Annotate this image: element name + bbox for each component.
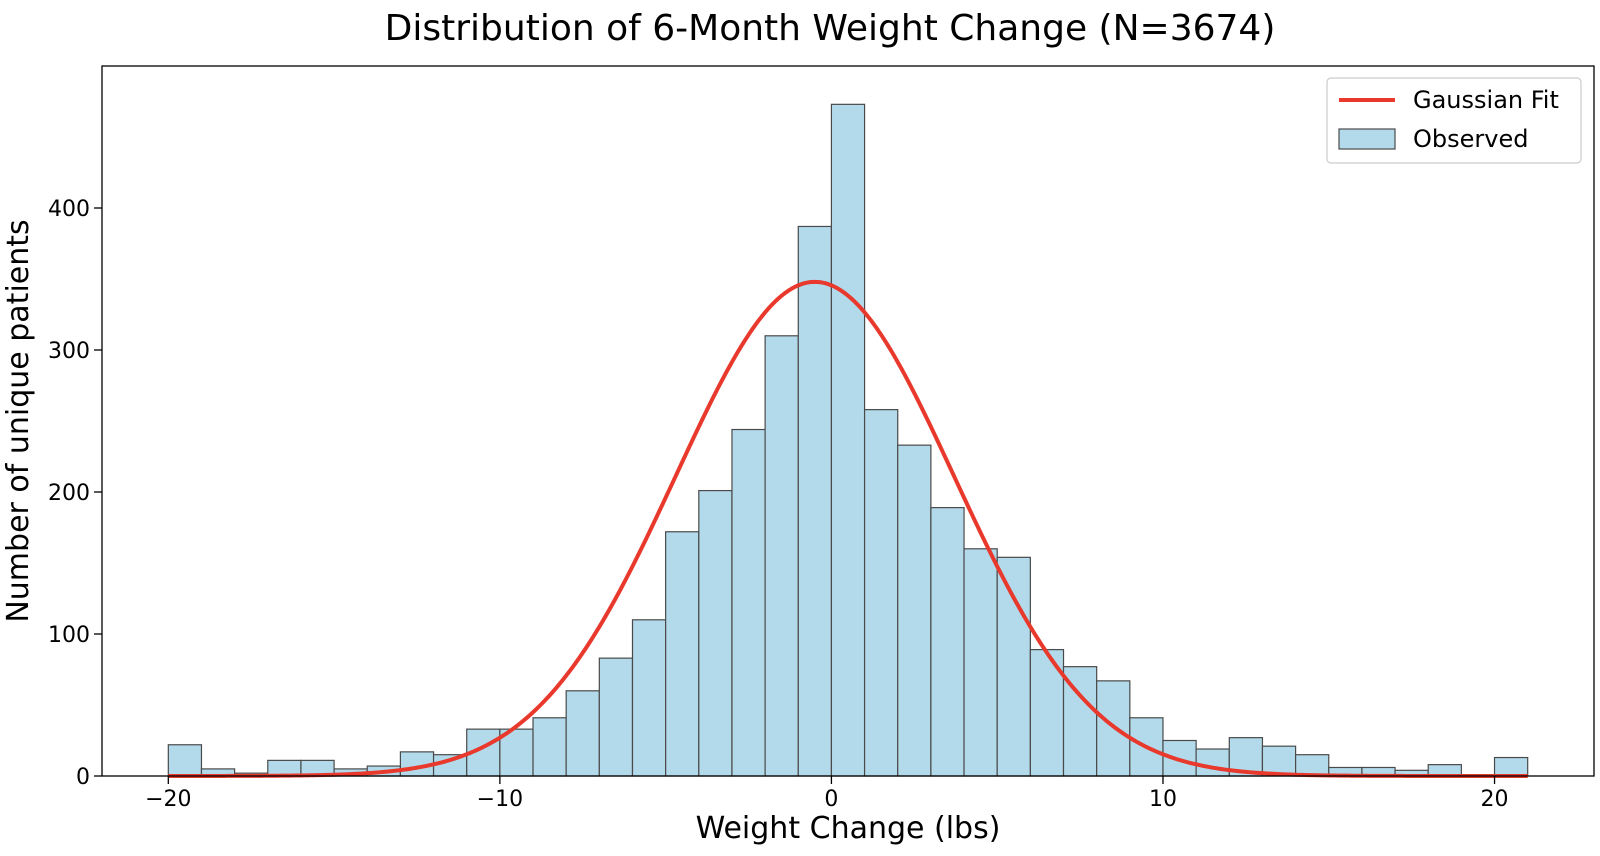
- chart-title: Distribution of 6-Month Weight Change (N…: [385, 8, 1276, 49]
- x-axis: −20 −10 0 10 20: [145, 776, 1509, 812]
- x-tick-label: −10: [477, 787, 523, 812]
- y-tick-label: 100: [48, 623, 90, 648]
- histogram-bar: [764, 335, 799, 777]
- plot-area-frame: [101, 65, 1595, 777]
- histogram-bar: [631, 619, 667, 777]
- y-tick-label: 0: [76, 765, 90, 790]
- histogram-bar: [1195, 748, 1230, 777]
- histogram-bar: [930, 507, 965, 777]
- y-tick-label: 200: [48, 481, 90, 506]
- legend: Gaussian Fit Observed: [1326, 77, 1582, 164]
- histogram-bar: [963, 548, 998, 777]
- x-axis-title: Weight Change (lbs): [696, 811, 1001, 846]
- histogram-bar: [698, 489, 733, 777]
- histogram-bar: [863, 409, 899, 777]
- histogram-bar: [565, 690, 600, 777]
- x-tick-label: 10: [1149, 787, 1177, 812]
- histogram-bar: [797, 225, 833, 777]
- x-tick-label: 20: [1481, 787, 1509, 812]
- histogram-bars: [167, 103, 1529, 777]
- y-tick-label: 300: [48, 339, 90, 364]
- y-axis-title: Number of unique patients: [1, 219, 36, 622]
- histogram-bar: [897, 444, 932, 777]
- y-tick-label: 400: [48, 197, 90, 222]
- histogram-bar: [598, 657, 634, 777]
- legend-observed-label: Observed: [1413, 125, 1528, 153]
- x-tick-label: 0: [824, 787, 838, 812]
- gaussian-fit-line: [168, 279, 1528, 778]
- histogram-bar: [996, 556, 1031, 777]
- histogram-bar: [532, 717, 567, 777]
- legend-observed-swatch: [1338, 128, 1396, 150]
- y-axis: 0 100 200 300 400: [48, 197, 102, 790]
- histogram-bar: [499, 728, 534, 777]
- histogram-bar: [167, 744, 203, 777]
- histogram-bar: [830, 103, 866, 777]
- histogram-bar: [731, 428, 766, 777]
- histogram-bar: [1493, 756, 1529, 777]
- legend-gaussian-fit-label: Gaussian Fit: [1413, 86, 1559, 114]
- histogram-bar: [665, 531, 700, 777]
- x-tick-label: −20: [145, 787, 191, 812]
- histogram-bar: [1294, 754, 1330, 777]
